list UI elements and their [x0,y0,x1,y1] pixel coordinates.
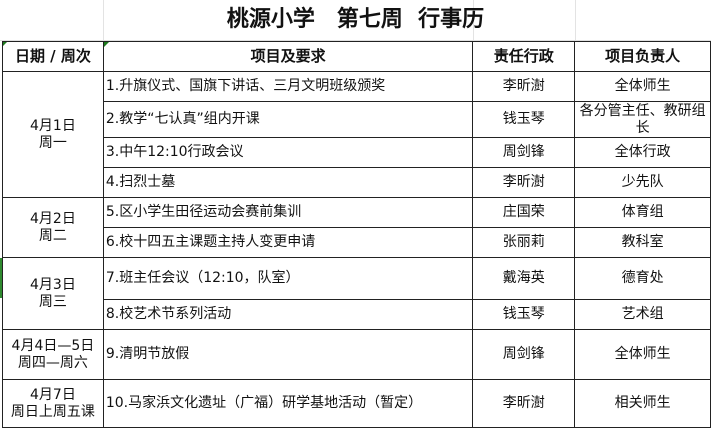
task-cell[interactable]: 2.教学“七认真”组内开课 [102,101,474,138]
task-cell[interactable]: 3.中午12:10行政会议 [102,137,474,168]
gridline [473,0,474,41]
table-row: 4月7日 周日上周五课 10.马家浜文化遗址（广福）研学基地活动（暂定） 李昕澍 相关师… [2,379,711,428]
table-row: 6.校十四五主课题主持人变更申请 张丽莉 教科室 [3,227,711,258]
admin-cell[interactable]: 钱玉琴 [472,299,576,330]
task-cell[interactable]: 9.清明节放假 [102,329,474,380]
date-text: 4月1日 [30,117,76,134]
header-date[interactable]: 日期 / 周次 [2,41,104,72]
task-cell[interactable]: 7.班主任会议（12:10，队室） [102,257,474,300]
admin-cell[interactable]: 钱玉琴 [472,101,576,138]
admin-cell[interactable]: 庄国荣 [472,197,576,228]
owner-cell[interactable]: 艺术组 [574,299,711,330]
date-cell[interactable]: 4月3日 周三 [2,257,104,330]
admin-cell[interactable]: 李昕澍 [472,71,576,102]
task-cell[interactable]: 8.校艺术节系列活动 [102,299,474,330]
table-row: 4月4日—5日 周四—周六 9.清明节放假 周剑锋 全体师生 [2,329,711,380]
weekday-text: 周四—周六 [17,354,88,371]
owner-cell[interactable]: 全体师生 [574,71,711,102]
admin-cell[interactable]: 李昕澍 [472,167,576,198]
table-row: 3.中午12:10行政会议 周剑锋 全体行政 [3,137,711,168]
task-cell[interactable]: 4.扫烈士墓 [102,167,474,198]
admin-cell[interactable]: 张丽莉 [472,227,576,258]
date-cell[interactable]: 4月7日 周日上周五课 [2,379,104,428]
gridline [103,0,104,41]
owner-cell[interactable]: 教科室 [574,227,711,258]
table-row: 8.校艺术节系列活动 钱玉琴 艺术组 [3,299,711,330]
row-selection-indicator [0,258,2,298]
owner-cell[interactable]: 德育处 [574,257,711,300]
header-admin[interactable]: 责任行政 [472,41,576,72]
table-row: 4月3日 周三 7.班主任会议（12:10，队室） 戴海英 德育处 [2,257,711,330]
weekday-text: 周三 [38,293,67,310]
owner-cell[interactable]: 各分管主任、教研组长 [574,101,711,138]
table-row: 2.教学“七认真”组内开课 钱玉琴 各分管主任、教研组长 [3,101,711,138]
date-text: 4月3日 [30,276,76,293]
owner-cell[interactable]: 体育组 [574,197,711,228]
admin-cell[interactable]: 戴海英 [472,257,576,300]
admin-cell[interactable]: 周剑锋 [472,137,576,168]
task-cell[interactable]: 6.校十四五主课题主持人变更申请 [102,227,474,258]
header-owner[interactable]: 项目负责人 [574,41,711,72]
weekday-text: 周一 [38,134,67,151]
owner-cell[interactable]: 全体师生 [574,329,711,380]
admin-cell[interactable]: 周剑锋 [472,329,576,380]
gridline [575,0,576,41]
date-cell[interactable]: 4月2日 周二 [2,197,104,258]
date-cell[interactable]: 4月1日 周一 [2,71,104,198]
task-cell[interactable]: 10.马家浜文化遗址（广福）研学基地活动（暂定） [102,379,474,428]
table-row: 4月1日 周一 1.升旗仪式、国旗下讲话、三月文明班级颁奖 李昕澍 全体师生 [2,71,711,198]
date-text: 4月7日 [30,386,76,403]
header-row: 日期 / 周次 项目及要求 责任行政 项目负责人 [2,41,711,72]
schedule-table: 日期 / 周次 项目及要求 责任行政 项目负责人 4月1日 周一 1.升旗仪式、国旗… [2,41,711,428]
weekday-text: 周日上周五课 [10,403,95,420]
owner-cell[interactable]: 全体行政 [574,137,711,168]
admin-cell[interactable]: 李昕澍 [472,379,576,428]
page-title: 桃源小学 第七周 行事历 [0,0,711,41]
table-row: 4月2日 周二 5.区小学生田径运动会赛前集训 庄国荣 体育组 [2,197,711,258]
weekday-text: 周二 [38,227,67,244]
owner-cell[interactable]: 少先队 [574,167,711,198]
task-cell[interactable]: 5.区小学生田径运动会赛前集训 [102,197,474,228]
date-text: 4月2日 [30,210,76,227]
date-cell[interactable]: 4月4日—5日 周四—周六 [2,329,104,380]
table-row: 4.扫烈士墓 李昕澍 少先队 [3,167,711,198]
header-task[interactable]: 项目及要求 [102,41,474,72]
date-text: 4月4日—5日 [11,337,95,354]
task-cell[interactable]: 1.升旗仪式、国旗下讲话、三月文明班级颁奖 [102,71,474,102]
owner-cell[interactable]: 相关师生 [574,379,711,428]
